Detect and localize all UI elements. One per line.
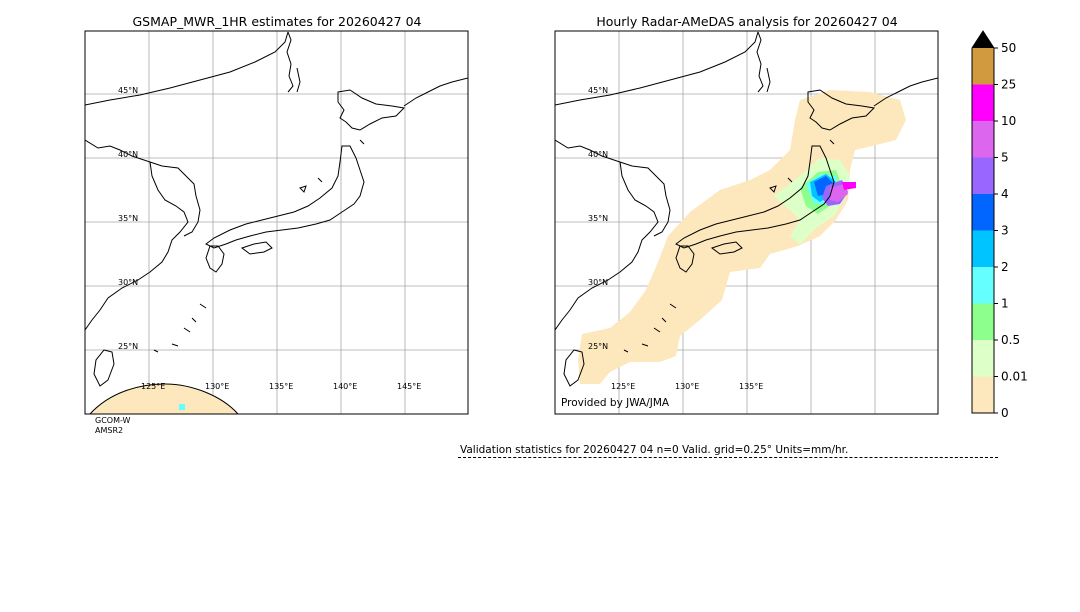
right-map-frame: [554, 30, 939, 415]
colorbar-segment: [972, 194, 994, 231]
sensor-line: AMSR2: [95, 426, 124, 435]
left-lat-label: 35°N: [118, 214, 138, 223]
radar-rain-25: [842, 182, 856, 190]
left-lat-label: 25°N: [118, 342, 138, 351]
colorbar-segment: [972, 303, 994, 340]
colorbar: [971, 30, 998, 414]
right-lon-label: 125°E: [611, 382, 635, 391]
left-lat-label: 40°N: [118, 150, 138, 159]
right-panel-title: Hourly Radar-AMeDAS analysis for 2026042…: [596, 14, 898, 29]
right-map: [555, 31, 938, 414]
left-gridlines: [85, 31, 468, 414]
colorbar-segment: [972, 84, 994, 121]
colorbar-segment: [972, 376, 994, 413]
satellite-label: GCOM-W AMSR2: [95, 416, 130, 436]
colorbar-label: 2: [1001, 260, 1009, 274]
left-lon-label: 130°E: [205, 382, 229, 391]
right-lon-label: 130°E: [675, 382, 699, 391]
left-lat-label: 30°N: [118, 278, 138, 287]
left-lat-label: 45°N: [118, 86, 138, 95]
left-panel-title: GSMAP_MWR_1HR estimates for 20260427 04: [132, 14, 422, 29]
colorbar-label: 3: [1001, 224, 1009, 238]
colorbar-segment: [972, 267, 994, 304]
colorbar-segment: [972, 157, 994, 194]
swath-rain-cell: [179, 404, 185, 410]
left-lon-label: 135°E: [269, 382, 293, 391]
right-lat-label: 45°N: [588, 86, 608, 95]
colorbar-label: 10: [1001, 114, 1016, 128]
right-lat-label: 40°N: [588, 150, 608, 159]
right-lat-label: 30°N: [588, 278, 608, 287]
colorbar-label: 50: [1001, 41, 1016, 55]
provided-by: Provided by JWA/JMA: [561, 397, 670, 409]
colorbar-segment: [972, 230, 994, 267]
right-lat-label: 35°N: [588, 214, 608, 223]
swath-area: [89, 383, 239, 414]
radar-rain-10: [830, 184, 848, 202]
colorbar-extend-arrow: [972, 31, 994, 48]
left-lon-label: 145°E: [397, 382, 421, 391]
colorbar-label: 5: [1001, 151, 1009, 165]
colorbar-label: 4: [1001, 187, 1009, 201]
right-lat-label: 25°N: [588, 342, 608, 351]
left-lon-label: 125°E: [141, 382, 165, 391]
left-lon-label: 140°E: [333, 382, 357, 391]
colorbar-segment: [972, 340, 994, 377]
colorbar-label: 0.01: [1001, 370, 1028, 384]
right-lon-label: 135°E: [739, 382, 763, 391]
validation-stats: Validation statistics for 20260427 04 n=…: [460, 444, 849, 456]
colorbar-label: 25: [1001, 78, 1016, 92]
colorbar-segment: [972, 121, 994, 158]
left-map: [85, 31, 468, 414]
colorbar-label: 1: [1001, 297, 1009, 311]
colorbar-segment: [972, 48, 994, 85]
validation-divider: [458, 457, 998, 458]
colorbar-label: 0.5: [1001, 333, 1020, 347]
satellite-line: GCOM-W: [95, 416, 131, 425]
colorbar-label: 0: [1001, 406, 1009, 420]
left-map-frame: [84, 30, 469, 415]
